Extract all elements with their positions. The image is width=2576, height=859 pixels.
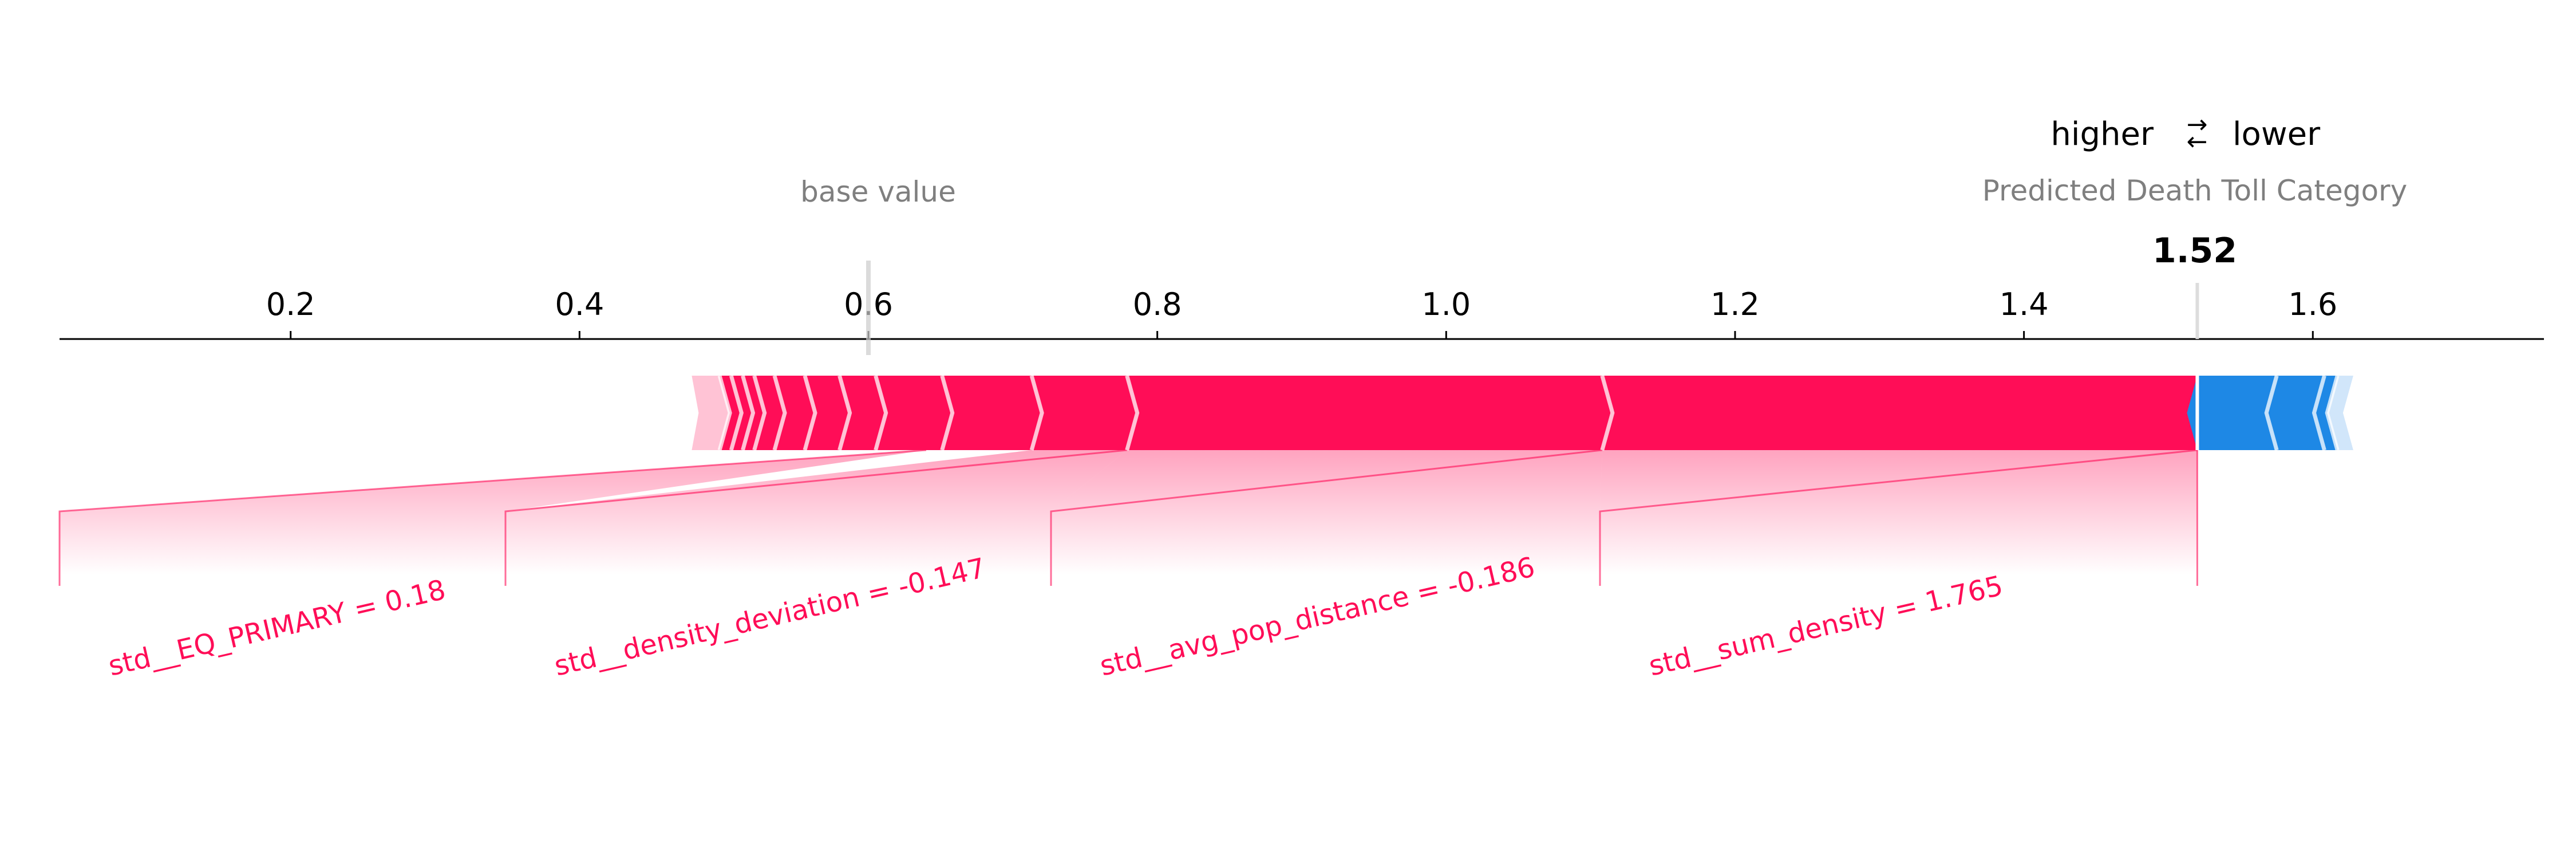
segment-separator	[752, 375, 767, 451]
arrow-right-icon: →	[2187, 110, 2208, 139]
x-tick-label: 0.8	[1133, 286, 1182, 322]
connector-fill	[505, 450, 1127, 574]
x-tick-label: 1.6	[2288, 286, 2337, 322]
connector-fill	[60, 450, 926, 574]
output-value-label: 1.52	[2152, 231, 2237, 271]
positive-tail-bar	[692, 376, 714, 450]
segment-separator	[874, 375, 888, 451]
connector-fills	[58, 449, 2198, 586]
positive-force-bar	[1602, 376, 2208, 450]
base-value-label: base value	[800, 175, 956, 208]
connector-fill	[1051, 450, 1602, 574]
segment-separator	[1125, 375, 1140, 451]
connector-line	[504, 449, 1127, 586]
segment-separator	[1029, 375, 1044, 451]
segment-separator	[2312, 375, 2326, 451]
connector-fill	[1600, 450, 2198, 574]
connector-line	[58, 449, 927, 586]
force-bars	[692, 375, 2353, 451]
output-name-label: Predicted Death Toll Category	[1982, 174, 2407, 207]
positive-force-bar	[805, 376, 850, 450]
negative-force-bar	[2266, 376, 2325, 450]
segment-separator	[772, 375, 787, 451]
positive-force-bar	[1032, 376, 1137, 450]
legend-higher-label: higher	[2050, 116, 2154, 153]
legend: higher → ← lower	[2050, 110, 2321, 156]
feature-label: std__EQ_PRIMARY = 0.18	[105, 574, 448, 683]
segment-separator	[837, 375, 852, 451]
segment-separator	[2325, 375, 2340, 451]
x-tick-label: 1.0	[1421, 286, 1471, 322]
positive-force-bar	[875, 376, 953, 450]
arrow-left-icon: ←	[2187, 127, 2208, 156]
negative-force-bar	[2187, 376, 2277, 450]
feature-label: std__sum_density = 1.765	[1646, 570, 2006, 683]
segment-separator	[2264, 375, 2279, 451]
x-tick-label: 1.2	[1710, 286, 1760, 322]
x-tick-label: 0.2	[266, 286, 315, 322]
positive-force-bar	[839, 376, 886, 450]
x-tick-label: 1.4	[2000, 286, 2049, 322]
x-tick-label: 0.4	[555, 286, 604, 322]
segment-separator	[717, 375, 732, 451]
connector-line	[1599, 449, 2198, 586]
segment-separator	[741, 375, 756, 451]
positive-force-bar	[942, 376, 1042, 450]
positive-force-bar	[1127, 376, 1613, 450]
connector-line	[1050, 449, 1603, 586]
positive-force-bar	[754, 376, 785, 450]
segment-separator	[803, 375, 817, 451]
segment-separator	[729, 375, 744, 451]
legend-lower-label: lower	[2233, 116, 2321, 153]
x-axis: 0.20.40.60.81.01.21.41.6	[60, 261, 2544, 355]
positive-force-bar	[775, 376, 815, 450]
segment-separator	[1600, 375, 1615, 451]
segment-separator	[940, 375, 955, 451]
